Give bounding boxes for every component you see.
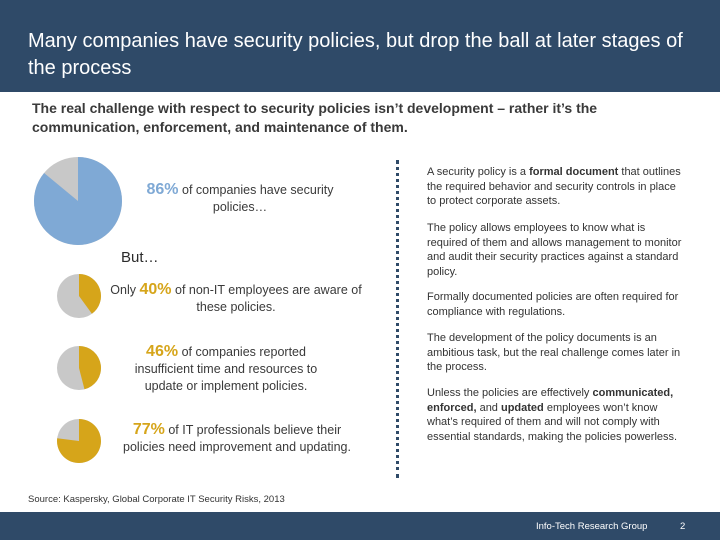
page-number: 2 <box>680 521 686 532</box>
stat-item-2: 46% of companies reported insufficient t… <box>116 343 336 395</box>
p1-text-c: that outlines the required behavior and … <box>427 166 681 208</box>
pie-value-slice <box>34 157 122 245</box>
p5-text-c: and <box>476 401 501 414</box>
p5-bold-1: communicated, enforced, <box>427 387 674 414</box>
stat-item-1-prefix: Only <box>110 283 140 297</box>
pie-value-slice <box>57 419 101 463</box>
pie-chart-86 <box>34 157 122 245</box>
stat-item-1-percent: 40% <box>139 281 172 298</box>
stat-main-text: of companies have security policies… <box>182 183 334 214</box>
stat-item-3-text: of IT professionals believe their polici… <box>123 423 351 454</box>
pie-value-slice <box>79 274 101 314</box>
pie-chart-46 <box>57 346 102 390</box>
pie-value-slice <box>79 346 102 390</box>
stat-item-3: 77% of IT professionals believe their po… <box>114 421 360 456</box>
paragraph-1: A security policy is a formal document t… <box>427 165 682 209</box>
but-label: But… <box>121 249 159 266</box>
footer-bar: Info-Tech Research Group 2 <box>0 512 720 540</box>
pie-chart-77 <box>57 419 101 463</box>
page-title: Many companies have security policies, b… <box>28 30 683 79</box>
paragraph-4: The development of the policy documents … <box>427 332 681 374</box>
stat-item-2-text: of companies reported insufficient time … <box>134 345 318 393</box>
source-note: Source: Kaspersky, Global Corporate IT S… <box>28 494 285 505</box>
p1-text-a: A security policy is a <box>427 166 530 178</box>
p5-bold-2: updated <box>500 401 544 414</box>
stat-item-1-text: of non-IT employees are aware of these p… <box>175 283 362 314</box>
pie-chart-40 <box>57 274 101 318</box>
paragraph-5: Unless the policies are effectively comm… <box>427 386 682 444</box>
footer-brand: Info-Tech Research Group <box>536 521 648 532</box>
p5-text-e: employees won’t know what’s required of … <box>427 401 678 443</box>
stat-item-3-percent: 77% <box>132 421 165 438</box>
column-divider <box>396 160 399 478</box>
stat-item-1: Only 40% of non-IT employees are aware o… <box>110 281 362 316</box>
stat-item-2-percent: 46% <box>146 343 179 360</box>
header-bar: Many companies have security policies, b… <box>0 0 720 92</box>
paragraph-2: The policy allows employees to know what… <box>427 222 682 278</box>
stat-main: 86% of companies have security policies… <box>130 181 350 216</box>
page-subtitle: The real challenge with respect to secur… <box>32 100 598 135</box>
p1-bold: formal document <box>529 166 619 178</box>
stat-main-percent: 86% <box>146 181 179 198</box>
paragraph-3: Formally documented policies are often r… <box>427 291 679 318</box>
p5-text-a: Unless the policies are effectively <box>427 387 593 399</box>
